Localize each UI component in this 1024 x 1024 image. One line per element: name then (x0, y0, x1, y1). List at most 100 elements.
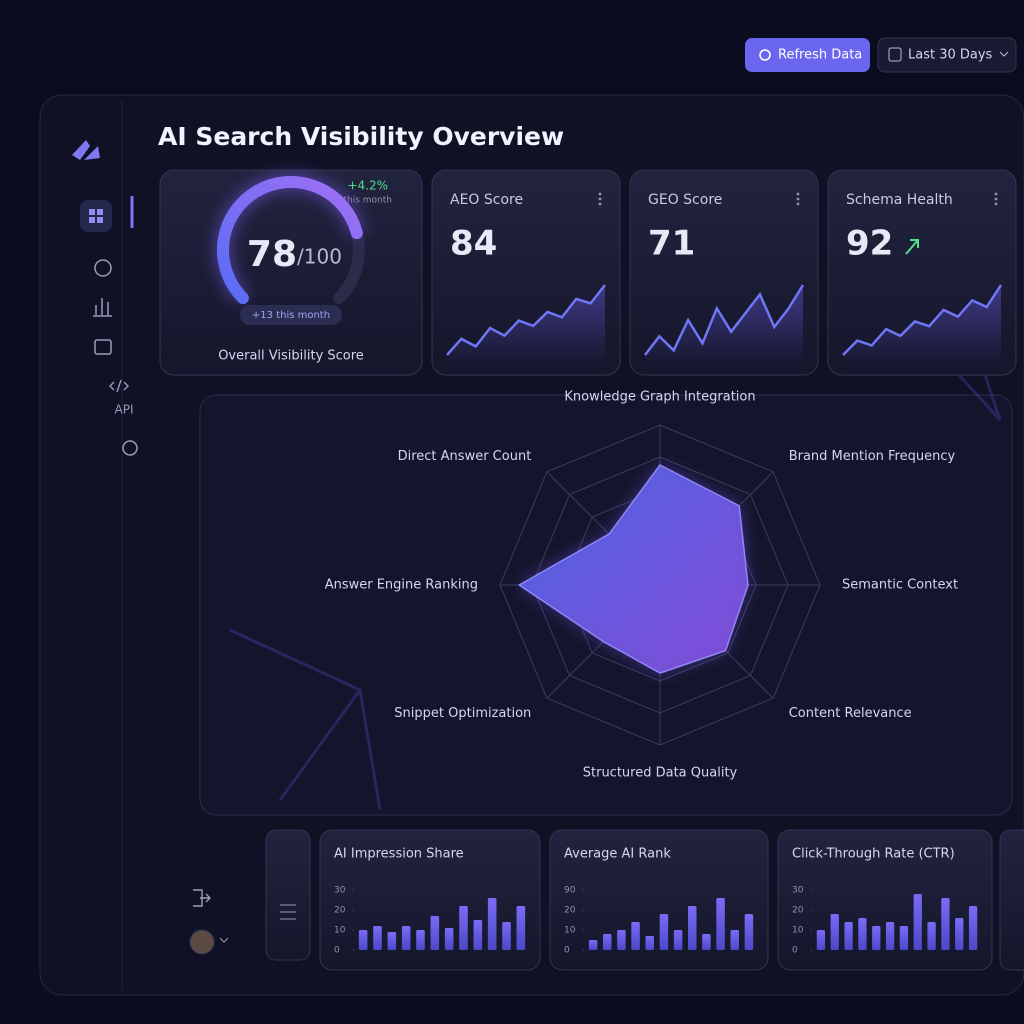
gauge-max: /100 (297, 245, 342, 269)
kebab-dot (796, 202, 800, 206)
refresh-label[interactable]: Refresh Data (778, 48, 862, 63)
icon (89, 209, 95, 215)
kebab-dot (796, 192, 800, 196)
y-tick-label: 20 (564, 906, 576, 916)
kebab-dot (598, 202, 602, 206)
y-tick-label: 30 (334, 886, 346, 896)
bar (473, 920, 483, 950)
filter-icon (280, 904, 296, 920)
nav-api-label[interactable]: API (115, 403, 134, 417)
y-tick-label: 0 (564, 946, 570, 956)
date-range-select[interactable] (877, 37, 1017, 73)
radar-axis-label: Knowledge Graph Integration (564, 390, 755, 405)
logout[interactable] (193, 889, 211, 907)
sparkline-area (447, 285, 605, 365)
bar (673, 930, 683, 950)
sparkline (842, 284, 1003, 356)
bar (516, 906, 526, 950)
radar-axis-label: Direct Answer Count (398, 449, 532, 464)
nav-pages[interactable] (94, 339, 112, 355)
avatar[interactable] (189, 929, 215, 955)
page-title: AI Search Visibility Overview (158, 122, 564, 151)
bar (373, 926, 382, 950)
bar (927, 922, 936, 950)
bar (444, 928, 454, 950)
bar (358, 930, 368, 950)
refresh-icon (759, 49, 771, 61)
bar (885, 922, 895, 950)
bar (941, 898, 950, 950)
card-value: 84 (450, 224, 497, 264)
bar (955, 918, 964, 950)
avatar-chevron[interactable] (219, 937, 229, 943)
bar (645, 936, 654, 950)
nav-api-icon[interactable] (109, 379, 129, 393)
bar-card-title: Click-Through Rate (CTR) (792, 847, 955, 862)
kebab-dot (598, 192, 602, 196)
bar (913, 894, 922, 950)
radar-axis-label: Semantic Context (842, 578, 958, 593)
kebab-dot (598, 197, 602, 201)
icon (89, 217, 95, 223)
card-title: AEO Score (450, 192, 523, 208)
gauge-score: 78 (247, 234, 297, 275)
gauge-value (217, 176, 363, 305)
y-tick-label: 20 (334, 906, 346, 916)
nav-reports[interactable] (94, 259, 112, 277)
nav-settings[interactable] (122, 440, 138, 456)
overall-change: +4.2% (347, 179, 388, 193)
overall-change-note: this month (344, 196, 393, 206)
card-value: 71 (648, 224, 695, 264)
partial-card (999, 829, 1024, 971)
bar (899, 926, 909, 950)
kebab-dot (994, 202, 998, 206)
bar (968, 906, 978, 950)
trend-arrow (905, 239, 919, 255)
radar-axis-label: Content Relevance (789, 706, 912, 721)
bar (702, 934, 711, 950)
calendar-icon (888, 47, 902, 62)
overall-pill (240, 305, 342, 325)
bar-card-title: AI Impression Share (334, 847, 464, 862)
y-tick-label: 10 (792, 926, 804, 936)
bar (459, 906, 468, 950)
bar (502, 922, 511, 950)
y-tick-label: 20 (792, 906, 804, 916)
bar (716, 898, 725, 950)
bar (617, 930, 626, 950)
radar-axis-label: Structured Data Quality (583, 766, 738, 781)
y-tick-label: 30 (792, 886, 804, 896)
bar-card-title: Average AI Rank (564, 847, 671, 862)
nav-dashboard[interactable] (80, 200, 112, 232)
bar (688, 906, 697, 950)
overall-pill-text: +13 this month (252, 310, 330, 321)
bar (659, 914, 669, 950)
bar (387, 932, 397, 950)
bar (588, 940, 598, 950)
filter-button[interactable] (265, 829, 311, 961)
bar (872, 926, 881, 950)
y-tick-label: 0 (792, 946, 798, 956)
sparkline (644, 284, 805, 356)
chevron (999, 51, 1009, 57)
bar (830, 914, 839, 950)
bar (631, 922, 640, 950)
kebab-dot (994, 197, 998, 201)
card-title: Schema Health (846, 192, 953, 208)
bar (487, 898, 497, 950)
bar (744, 914, 754, 950)
radar-axis-label: Answer Engine Ranking (325, 578, 478, 593)
radar-area (517, 464, 749, 674)
refresh-button[interactable] (745, 38, 870, 72)
kebab-dot (994, 192, 998, 196)
bar (430, 916, 440, 950)
y-tick-label: 10 (334, 926, 346, 936)
card-title: GEO Score (648, 192, 722, 208)
logo (72, 140, 100, 160)
bar (416, 930, 425, 950)
nav-analytics[interactable] (93, 298, 112, 317)
bar (844, 922, 853, 950)
icon (97, 217, 103, 223)
bar (603, 934, 612, 950)
date-range-label[interactable]: Last 30 Days (908, 48, 993, 63)
